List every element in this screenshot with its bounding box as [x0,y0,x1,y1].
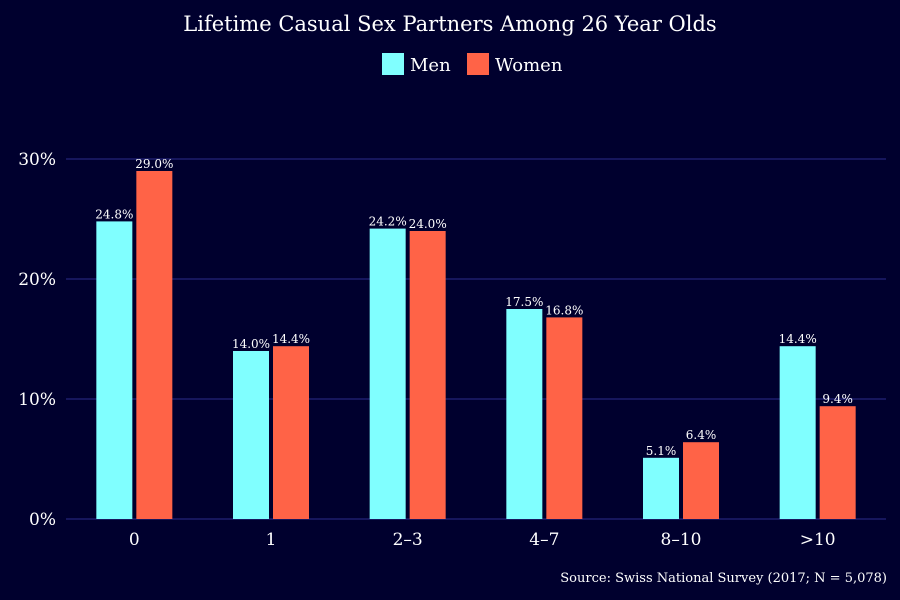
bar-value-label: 14.4% [779,332,817,346]
bar-value-label: 14.0% [232,337,270,351]
bar-women-4 [683,442,719,519]
bar-value-label: 24.8% [95,207,133,221]
bar-value-label: 5.1% [646,444,677,458]
x-tick-label: 2–3 [393,530,423,550]
bar-value-label: 6.4% [686,428,717,442]
source-note: Source: Swiss National Survey (2017; N =… [560,571,887,586]
y-tick-label: 0% [29,510,56,530]
bar-value-label: 29.0% [135,157,173,171]
bar-men-2 [369,228,406,519]
y-tick-label: 20% [18,270,56,290]
grid: 0% 10% 20% 30% [18,150,886,530]
x-tick-label: 0 [129,530,140,550]
bar-women-1 [273,346,309,519]
y-tick-label: 30% [18,150,56,170]
legend-swatch-men [382,53,404,75]
bar-men-3 [506,309,543,519]
bars: 24.8%29.0%14.0% 14.4%24.2% 24.0%17.5%16.8%… [95,157,856,519]
x-tick-label: >10 [800,530,836,550]
x-tick-label: 4–7 [529,530,559,550]
x-tick-label: 1 [266,530,277,550]
y-tick-label: 10% [18,390,56,410]
bar-women-5 [819,406,856,519]
x-axis: 0 1 2–3 4–7 8–10 >10 [129,530,836,550]
bar-women-2 [409,231,446,519]
bar-women-0 [136,171,173,519]
chart-title: Lifetime Casual Sex Partners Among 26 Ye… [183,12,716,36]
bar-men-5 [779,346,816,519]
bar-value-label: 14.4% [272,332,310,346]
x-tick-label: 8–10 [661,530,702,550]
bar-value-label: 24.2% [369,215,407,229]
bar-value-label: 24.0% [409,217,447,231]
legend-label: Women [495,55,563,76]
bar-value-label: 9.4% [822,392,853,406]
bar-women-3 [546,317,583,519]
bar-value-label: 16.8% [545,303,583,317]
bar-men-4 [643,457,679,519]
legend-label: Men [410,55,451,76]
legend-swatch-women [467,53,489,75]
bar-men-1 [233,351,269,519]
legend: Men Women [382,53,563,76]
bar-value-label: 17.5% [505,295,543,309]
bar-men-0 [96,221,133,519]
